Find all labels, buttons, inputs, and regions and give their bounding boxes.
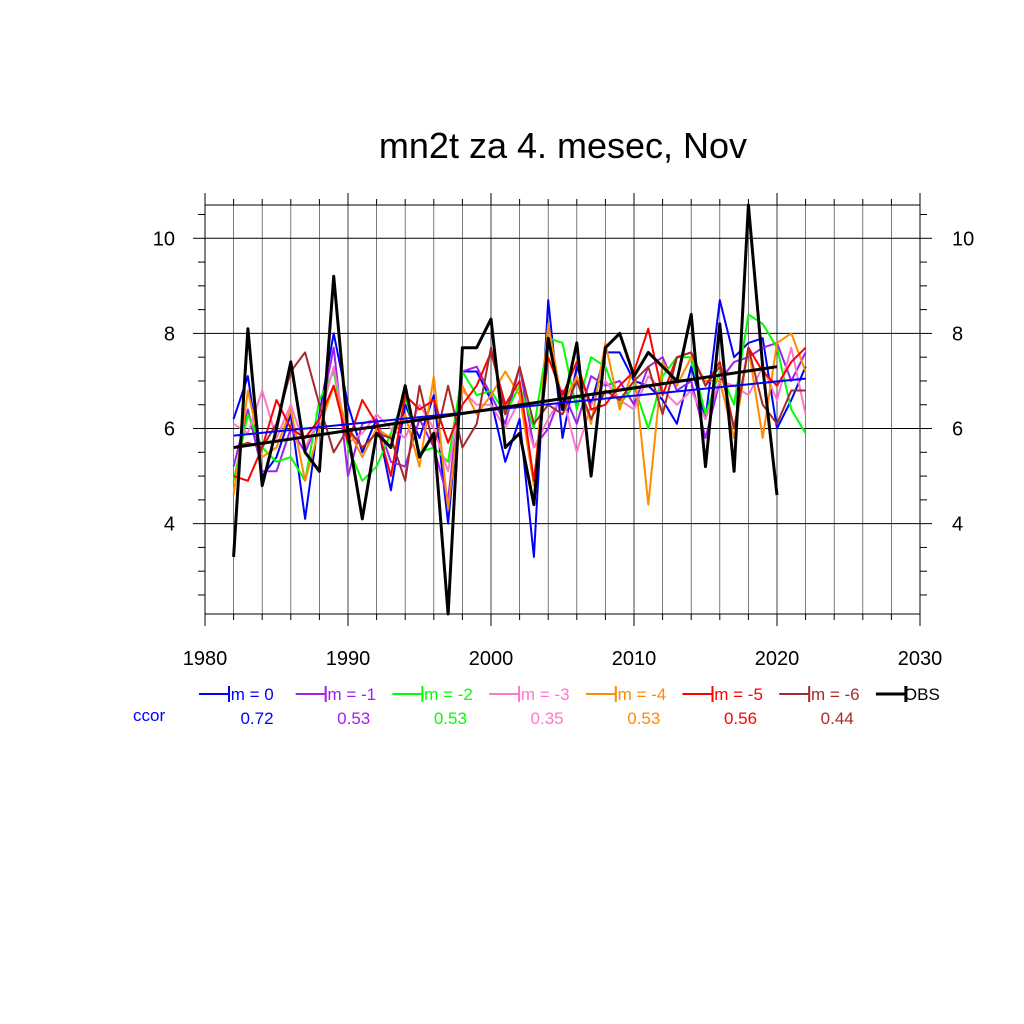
legend: ccor lm = 0 0.72 lm = -1 0.53 lm = -2 0.53 lm … <box>133 685 940 728</box>
y-tick-label-right: 4 <box>952 514 963 536</box>
x-tick-label: 2020 <box>755 648 800 670</box>
ccor-value-4: 0.53 <box>627 709 660 728</box>
ccor-label: ccor <box>133 706 165 725</box>
ccor-value-0: 0.72 <box>240 709 273 728</box>
x-tick-label: 2010 <box>612 648 657 670</box>
legend-label-5: lm = -5 <box>711 685 763 704</box>
legend-label-4: lm = -4 <box>614 685 666 704</box>
x-tick-label: 1980 <box>183 648 228 670</box>
ccor-value-2: 0.53 <box>434 709 467 728</box>
y-tick-label-right: 6 <box>952 419 963 441</box>
y-tick-label: 4 <box>164 514 175 536</box>
x-tick-label: 2000 <box>469 648 514 670</box>
ccor-value-3: 0.35 <box>531 709 564 728</box>
plot-frame <box>204 204 921 615</box>
y-tick-label-right: 8 <box>952 323 963 345</box>
legend-label-0: lm = 0 <box>227 685 274 704</box>
series-line-7 <box>232 203 779 616</box>
y-tick-label: 10 <box>153 228 175 250</box>
trend-line-0 <box>233 377 806 437</box>
ccor-value-5: 0.56 <box>724 709 757 728</box>
tick-labels: 4 4 6 6 8 8 10 10 1980 1990 2000 2010 2020 2030 <box>153 228 975 670</box>
legend-label-6: lm = -6 <box>807 685 859 704</box>
y-tick-label-right: 10 <box>952 228 974 250</box>
ccor-value-1: 0.53 <box>337 709 370 728</box>
x-tick-label: 1990 <box>326 648 371 670</box>
trend-lines <box>233 365 806 450</box>
axis-ticks <box>193 193 932 626</box>
x-tick-label: 2030 <box>898 648 943 670</box>
legend-label-2: lm = -2 <box>420 685 472 704</box>
series-lines <box>232 203 807 616</box>
y-tick-label: 6 <box>164 419 175 441</box>
series-line-6 <box>233 346 806 482</box>
legend-label-3: lm = -3 <box>517 685 569 704</box>
chart-title: mn2t za 4. mesec, Nov <box>379 125 747 166</box>
trend-line-7 <box>233 365 778 450</box>
legend-label-7: OBS <box>904 685 940 704</box>
ccor-value-6: 0.44 <box>821 709 854 728</box>
y-tick-label: 8 <box>164 323 175 345</box>
legend-label-1: lm = -1 <box>324 685 376 704</box>
